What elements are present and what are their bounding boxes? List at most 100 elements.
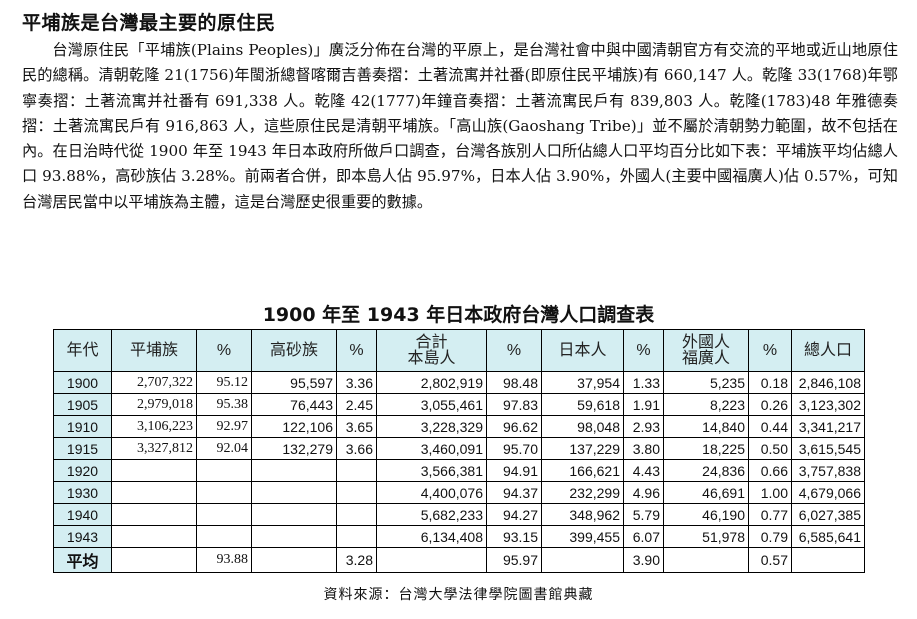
table-cell <box>111 459 197 482</box>
header-pingpu: 平埔族 <box>111 329 197 372</box>
table-cell: 37,954 <box>541 371 624 394</box>
table-cell <box>791 547 865 573</box>
table-cell: 51,978 <box>663 525 749 548</box>
table-cell: 76,443 <box>251 393 337 416</box>
table-cell <box>196 481 252 504</box>
table-cell: 0.79 <box>748 525 792 548</box>
header-pingpu-pct: % <box>196 329 252 372</box>
table-cell: 96.62 <box>486 415 542 438</box>
table-cell <box>336 503 377 526</box>
table-cell <box>251 525 337 548</box>
table-cell: 137,229 <box>541 437 624 460</box>
table-cell: 94.37 <box>486 481 542 504</box>
table-cell: 97.83 <box>486 393 542 416</box>
table-cell <box>251 503 337 526</box>
table-cell: 348,962 <box>541 503 624 526</box>
table-cell: 0.66 <box>748 459 792 482</box>
table-cell: 1.91 <box>623 393 664 416</box>
table-cell: 0.26 <box>748 393 792 416</box>
table-cell: 1.33 <box>623 371 664 394</box>
table-cell: 93.15 <box>486 525 542 548</box>
table-cell-year: 平均 <box>53 547 112 573</box>
table-cell <box>196 503 252 526</box>
table-cell: 3,106,223 <box>111 415 197 438</box>
table-cell: 95,597 <box>251 371 337 394</box>
table-cell <box>336 525 377 548</box>
table-cell-year: 1940 <box>53 503 112 526</box>
table-cell: 2,979,018 <box>111 393 197 416</box>
table-cell: 6.07 <box>623 525 664 548</box>
table-cell: 5,235 <box>663 371 749 394</box>
table-cell <box>663 547 749 573</box>
table-row: 1930 4,400,076 94.37 232,299 4.96 46,691 1.00 4… <box>53 481 865 504</box>
table-cell <box>336 481 377 504</box>
table-cell: 3,327,812 <box>111 437 197 460</box>
table-cell: 2.93 <box>623 415 664 438</box>
header-islander-total: 合計 本島人 <box>376 329 487 372</box>
table-cell: 95.12 <box>196 371 252 394</box>
header-foreigners-line2: 福廣人 <box>681 349 730 367</box>
table-cell: 4.96 <box>623 481 664 504</box>
table-row: 1940 5,682,233 94.27 348,962 5.79 46,190 0.77 6… <box>53 503 865 526</box>
table-cell: 3,460,091 <box>376 437 487 460</box>
table-cell <box>251 459 337 482</box>
table-cell-year: 1915 <box>53 437 112 460</box>
table-row: 1900 2,707,322 95.12 95,597 3.36 2,802,919 98.… <box>53 371 865 394</box>
intro-paragraph: 台灣原住民「平埔族(Plains Peoples)」廣泛分佈在台灣的平原上，是台… <box>22 38 898 215</box>
table-cell: 94.27 <box>486 503 542 526</box>
table-cell-year: 1910 <box>53 415 112 438</box>
table-cell: 6,585,641 <box>791 525 865 548</box>
table-cell <box>196 525 252 548</box>
header-total-population: 總人口 <box>791 329 865 372</box>
header-takasago-pct: % <box>336 329 377 372</box>
table-cell <box>376 547 487 573</box>
table-cell: 5,682,233 <box>376 503 487 526</box>
table-row: 1915 3,327,812 92.04 132,279 3.66 3,460,091 95… <box>53 437 865 460</box>
table-cell: 95.97 <box>486 547 542 573</box>
table-cell <box>111 503 197 526</box>
table-cell <box>251 547 337 573</box>
table-cell-year: 1905 <box>53 393 112 416</box>
table-cell: 95.70 <box>486 437 542 460</box>
census-table: 年代 平埔族 % 高砂族 % 合計 本島人 % 日本人 % 外國人 福廣人 % … <box>53 329 865 573</box>
table-cell: 92.97 <box>196 415 252 438</box>
table-cell: 5.79 <box>623 503 664 526</box>
table-cell: 3.36 <box>336 371 377 394</box>
table-cell-year: 1943 <box>53 525 112 548</box>
table-cell: 0.44 <box>748 415 792 438</box>
table-cell: 18,225 <box>663 437 749 460</box>
table-cell: 92.04 <box>196 437 252 460</box>
table-cell <box>541 547 624 573</box>
table-cell: 2,846,108 <box>791 371 865 394</box>
table-cell-year: 1930 <box>53 481 112 504</box>
table-cell: 0.50 <box>748 437 792 460</box>
table-cell: 94.91 <box>486 459 542 482</box>
table-cell <box>196 459 252 482</box>
table-cell <box>336 459 377 482</box>
table-cell: 46,691 <box>663 481 749 504</box>
table-cell: 3.66 <box>336 437 377 460</box>
table-cell: 399,455 <box>541 525 624 548</box>
table-cell: 3,757,838 <box>791 459 865 482</box>
table-cell: 6,027,385 <box>791 503 865 526</box>
header-total-line2: 本島人 <box>407 349 456 367</box>
table-cell: 0.18 <box>748 371 792 394</box>
table-cell: 14,840 <box>663 415 749 438</box>
table-cell: 3.65 <box>336 415 377 438</box>
source-note: 資料來源：台灣大學法律學院圖書館典藏 <box>323 587 594 603</box>
table-row: 1920 3,566,381 94.91 166,621 4.43 24,836 0.66 3… <box>53 459 865 482</box>
table-row: 1943 6,134,408 93.15 399,455 6.07 51,978 0.79 6… <box>53 525 865 548</box>
header-japanese: 日本人 <box>541 329 624 372</box>
header-takasago: 高砂族 <box>251 329 337 372</box>
table-cell: 8,223 <box>663 393 749 416</box>
table-cell <box>111 481 197 504</box>
table-cell: 2,707,322 <box>111 371 197 394</box>
table-title: 1900 年至 1943 年日本政府台灣人口調查表 <box>262 304 655 326</box>
table-header-row: 年代 平埔族 % 高砂族 % 合計 本島人 % 日本人 % 外國人 福廣人 % … <box>53 329 865 372</box>
header-japanese-pct: % <box>623 329 664 372</box>
table-cell: 3,566,381 <box>376 459 487 482</box>
table-cell: 232,299 <box>541 481 624 504</box>
table-cell: 3,123,302 <box>791 393 865 416</box>
table-cell: 98.48 <box>486 371 542 394</box>
table-cell-year: 1900 <box>53 371 112 394</box>
